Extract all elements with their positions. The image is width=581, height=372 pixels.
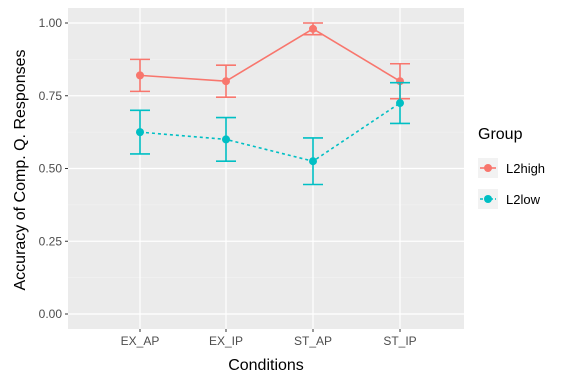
y-axis: 0.00 0.25 0.50 0.75 1.00 [39, 16, 68, 321]
data-point-l2high [309, 24, 317, 33]
series-line-l2low [139, 102, 401, 163]
data-point-l2low [222, 135, 230, 144]
legend: Group L2high L2low [478, 126, 545, 209]
x-tick-label: EX_AP [121, 334, 160, 348]
data-point-l2high [222, 77, 230, 86]
legend-key-point-l2low [484, 195, 492, 203]
data-point-l2low [136, 128, 144, 137]
y-tick-label: 1.00 [39, 16, 63, 30]
legend-label-l2low: L2low [506, 192, 541, 207]
series-line-l2high [139, 27, 401, 83]
legend-title: Group [478, 126, 523, 143]
y-axis-title: Accuracy of Comp. Q. Responses [12, 50, 29, 291]
x-axis: EX_AP EX_IP ST_AP ST_IP [121, 329, 417, 348]
series-layer [130, 22, 410, 186]
grid-major [68, 8, 464, 329]
legend-items: L2high L2low [478, 158, 545, 209]
x-tick-label: ST_AP [294, 334, 332, 348]
legend-label-l2high: L2high [506, 161, 545, 176]
data-point-l2high [136, 71, 144, 80]
y-tick-label: 0.75 [39, 89, 63, 103]
x-tick-label: EX_IP [209, 334, 243, 348]
data-point-l2low [396, 99, 404, 108]
y-tick-label: 0.50 [39, 162, 63, 176]
data-point-l2low [309, 157, 317, 166]
y-tick-label: 0.00 [39, 307, 63, 321]
y-tick-label: 0.25 [39, 234, 63, 248]
legend-key-point-l2high [484, 164, 492, 172]
x-tick-label: ST_IP [383, 334, 416, 348]
x-axis-title: Conditions [228, 357, 304, 372]
